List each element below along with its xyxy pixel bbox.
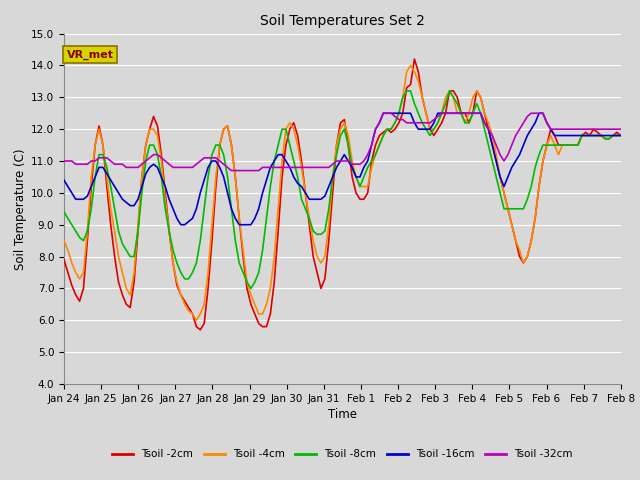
X-axis label: Time: Time [328, 408, 357, 421]
Legend: Tsoil -2cm, Tsoil -4cm, Tsoil -8cm, Tsoil -16cm, Tsoil -32cm: Tsoil -2cm, Tsoil -4cm, Tsoil -8cm, Tsoi… [108, 445, 577, 464]
Text: VR_met: VR_met [67, 49, 114, 60]
Y-axis label: Soil Temperature (C): Soil Temperature (C) [14, 148, 27, 270]
Title: Soil Temperatures Set 2: Soil Temperatures Set 2 [260, 14, 425, 28]
